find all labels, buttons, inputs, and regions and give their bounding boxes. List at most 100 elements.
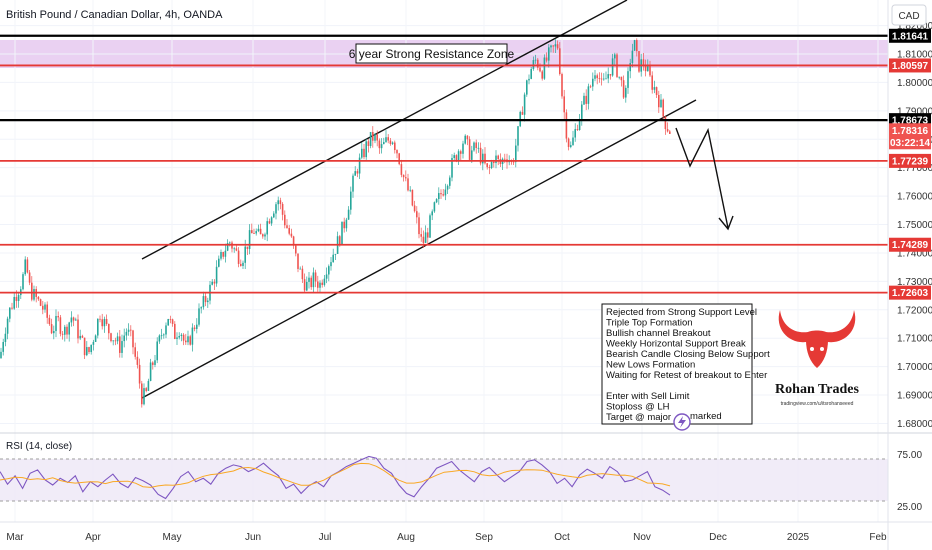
candle-body	[361, 148, 363, 158]
candle-body	[530, 68, 532, 79]
note-line: New Lows Formation	[606, 360, 695, 371]
candle-body	[515, 145, 517, 163]
candle-body	[435, 199, 438, 203]
candle-body	[545, 57, 548, 61]
candle-body	[244, 246, 246, 263]
candle-body	[136, 356, 139, 365]
candle-body	[134, 347, 136, 357]
candle-body	[44, 304, 46, 310]
candle-body	[655, 87, 658, 95]
resistance-zone-label-box	[355, 43, 508, 64]
candle-body	[229, 242, 231, 244]
time-tick-label: 2025	[787, 532, 810, 543]
candle-body	[539, 67, 541, 72]
candle-body	[576, 129, 579, 130]
last-price-label: 1.78316	[892, 126, 929, 137]
level-badge	[889, 153, 931, 168]
candle-body	[339, 236, 341, 245]
candle-body	[405, 177, 407, 179]
candle-body	[220, 252, 222, 259]
candle-body	[350, 191, 352, 210]
candle-body	[169, 319, 172, 320]
candle-body	[429, 215, 431, 238]
price-tick-label: 1.81000	[897, 50, 932, 61]
candle-body	[193, 327, 196, 329]
candle-body	[226, 243, 229, 251]
candle-body	[603, 78, 605, 80]
candle-body	[636, 40, 638, 52]
candle-body	[279, 200, 282, 204]
candle-body	[605, 78, 607, 80]
candle-body	[125, 331, 128, 336]
candle-body	[471, 150, 473, 160]
candle-body	[666, 129, 669, 132]
candle-body	[387, 137, 389, 141]
candle-body	[594, 75, 596, 79]
candle-body	[114, 340, 117, 342]
candle-body	[383, 142, 385, 145]
candle-body	[446, 185, 449, 190]
candle-body	[57, 316, 59, 318]
time-axis: Mar Apr May Jun Jul Aug Sep Oct Nov Dec 2025 Feb	[6, 532, 887, 543]
candle-body	[211, 281, 213, 285]
candle-body	[574, 129, 576, 138]
candle-body	[407, 178, 409, 191]
candle-body	[130, 329, 132, 331]
candle-body	[664, 116, 667, 130]
candle-body	[629, 63, 631, 72]
candle-body	[332, 254, 334, 263]
level-badge-label: 1.81641	[892, 31, 929, 42]
candle-body	[625, 87, 627, 98]
candle-body	[77, 319, 79, 339]
time-tick-label: Mar	[6, 532, 24, 543]
price-axis: 1.68000 1.69000 1.70000 1.71000 1.72000 1.730…	[897, 21, 932, 430]
price-badges: 1.81641 1.80597 1.78673 1.77239 1.74289 1.726…	[889, 28, 931, 300]
candle-body	[9, 307, 11, 319]
candle-body	[284, 214, 286, 226]
note-line: marked	[690, 411, 722, 422]
bull-logo-icon	[778, 310, 856, 368]
candle-body	[149, 362, 152, 381]
candle-body	[66, 326, 68, 335]
candle-body	[202, 296, 205, 308]
candle-body	[596, 75, 598, 79]
candle-body	[627, 71, 629, 88]
candle-body	[92, 341, 95, 345]
candle-body	[277, 200, 279, 205]
candle-body	[396, 150, 398, 154]
candle-body	[658, 94, 660, 108]
candle-body	[347, 209, 350, 220]
candle-body	[257, 228, 260, 232]
candle-body	[297, 253, 299, 269]
candle-body	[196, 324, 198, 329]
level-badge	[889, 237, 931, 252]
candle-body	[64, 326, 66, 335]
candle-body	[26, 259, 29, 273]
candle-body	[411, 189, 414, 206]
price-tick-label: 1.71000	[897, 334, 932, 345]
price-tick-label: 1.68000	[897, 419, 932, 430]
candle-body	[154, 360, 156, 365]
time-tick-label: Feb	[869, 532, 887, 543]
candle-body	[17, 295, 20, 301]
candle-body	[218, 258, 220, 267]
candle-body	[143, 388, 145, 405]
candle-body	[556, 44, 559, 49]
candle-body	[328, 266, 330, 275]
candle-body	[578, 118, 581, 130]
candle-body	[119, 336, 121, 353]
candle-body	[418, 217, 420, 235]
candle-body	[323, 278, 326, 285]
candle-body	[427, 232, 429, 238]
candle-body	[563, 96, 565, 113]
horizontal-levels	[0, 34, 888, 294]
note-line: Weekly Horizontal Support Break	[606, 339, 746, 350]
projection-path	[675, 127, 729, 229]
candle-body	[517, 126, 519, 146]
candle-body	[303, 279, 306, 291]
candle-body	[127, 329, 130, 332]
currency-selector[interactable]	[891, 4, 927, 26]
candle-body	[532, 60, 535, 69]
candle-body	[330, 262, 332, 267]
candle-body	[79, 335, 81, 339]
